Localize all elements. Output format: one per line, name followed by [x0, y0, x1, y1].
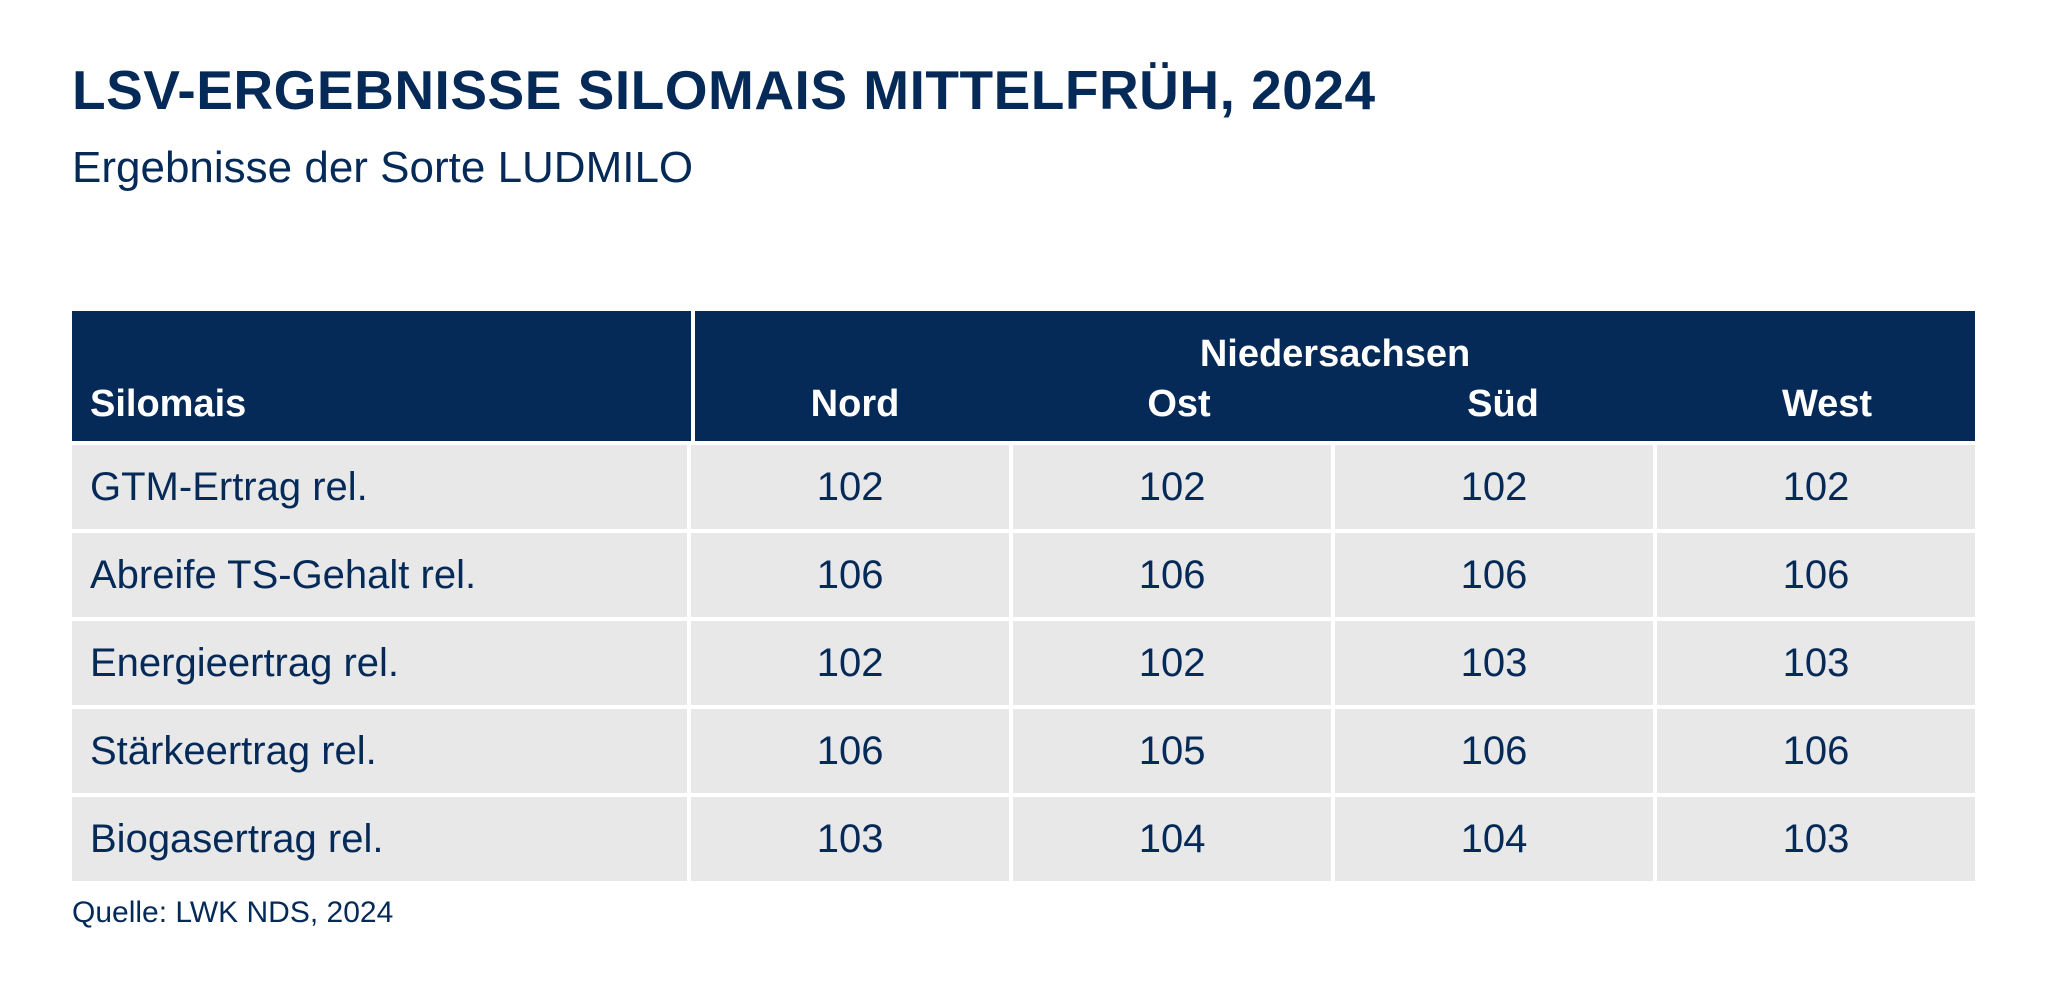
table-cell-value: 102 [1013, 621, 1332, 705]
table-cell-value: 102 [691, 445, 1010, 529]
row-label: Biogasertrag rel. [72, 797, 688, 881]
chart-subtitle: Ergebnisse der Sorte LUDMILO [72, 143, 694, 192]
table-row: GTM-Ertrag rel. 102 102 102 102 [72, 445, 1975, 529]
header-col-west: West [1781, 383, 1873, 425]
header-divider [691, 311, 695, 441]
table-cell-value: 103 [691, 797, 1010, 881]
table-cell-value: 103 [1657, 797, 1975, 881]
row-label: Stärkeertrag rel. [72, 709, 688, 793]
row-label: GTM-Ertrag rel. [72, 445, 688, 529]
table-cell-value: 106 [1013, 533, 1332, 617]
table-cell-value: 104 [1335, 797, 1654, 881]
table-header: Silomais Niedersachsen Nord Ost Süd West [72, 311, 1975, 441]
table-cell-value: 106 [691, 709, 1010, 793]
table-cell-value: 102 [1657, 445, 1975, 529]
table-cell-value: 106 [1335, 709, 1654, 793]
table-cell-value: 105 [1013, 709, 1332, 793]
row-label: Abreife TS-Gehalt rel. [72, 533, 688, 617]
table-cell-value: 104 [1013, 797, 1332, 881]
header-col-nord: Nord [810, 383, 900, 425]
table-cell-value: 103 [1335, 621, 1654, 705]
header-row-label: Silomais [90, 383, 247, 425]
table-row: Biogasertrag rel. 103 104 104 103 [72, 797, 1975, 881]
results-table: Silomais Niedersachsen Nord Ost Süd West… [72, 311, 1975, 881]
table-cell-value: 106 [1335, 533, 1654, 617]
table-cell-value: 102 [691, 621, 1010, 705]
table-cell-value: 102 [1335, 445, 1654, 529]
table-cell-value: 106 [1657, 533, 1975, 617]
source-note: Quelle: LWK NDS, 2024 [72, 896, 394, 929]
chart-title: LSV-ERGEBNISSE SILOMAIS MITTELFRÜH, 2024 [72, 59, 1376, 121]
table-row: Energieertrag rel. 102 102 103 103 [72, 621, 1975, 705]
table-row: Abreife TS-Gehalt rel. 106 106 106 106 [72, 533, 1975, 617]
table-cell-value: 103 [1657, 621, 1975, 705]
table-cell-value: 102 [1013, 445, 1332, 529]
table-row: Stärkeertrag rel. 106 105 106 106 [72, 709, 1975, 793]
table-cell-value: 106 [691, 533, 1010, 617]
row-label: Energieertrag rel. [72, 621, 688, 705]
table-body: GTM-Ertrag rel. 102 102 102 102 Abreife TS-Ge… [72, 445, 1975, 881]
table-cell-value: 106 [1657, 709, 1975, 793]
header-col-ost: Ost [1147, 383, 1211, 425]
header-group-label: Niedersachsen [1199, 333, 1471, 375]
header-col-sued: Süd [1467, 383, 1539, 425]
